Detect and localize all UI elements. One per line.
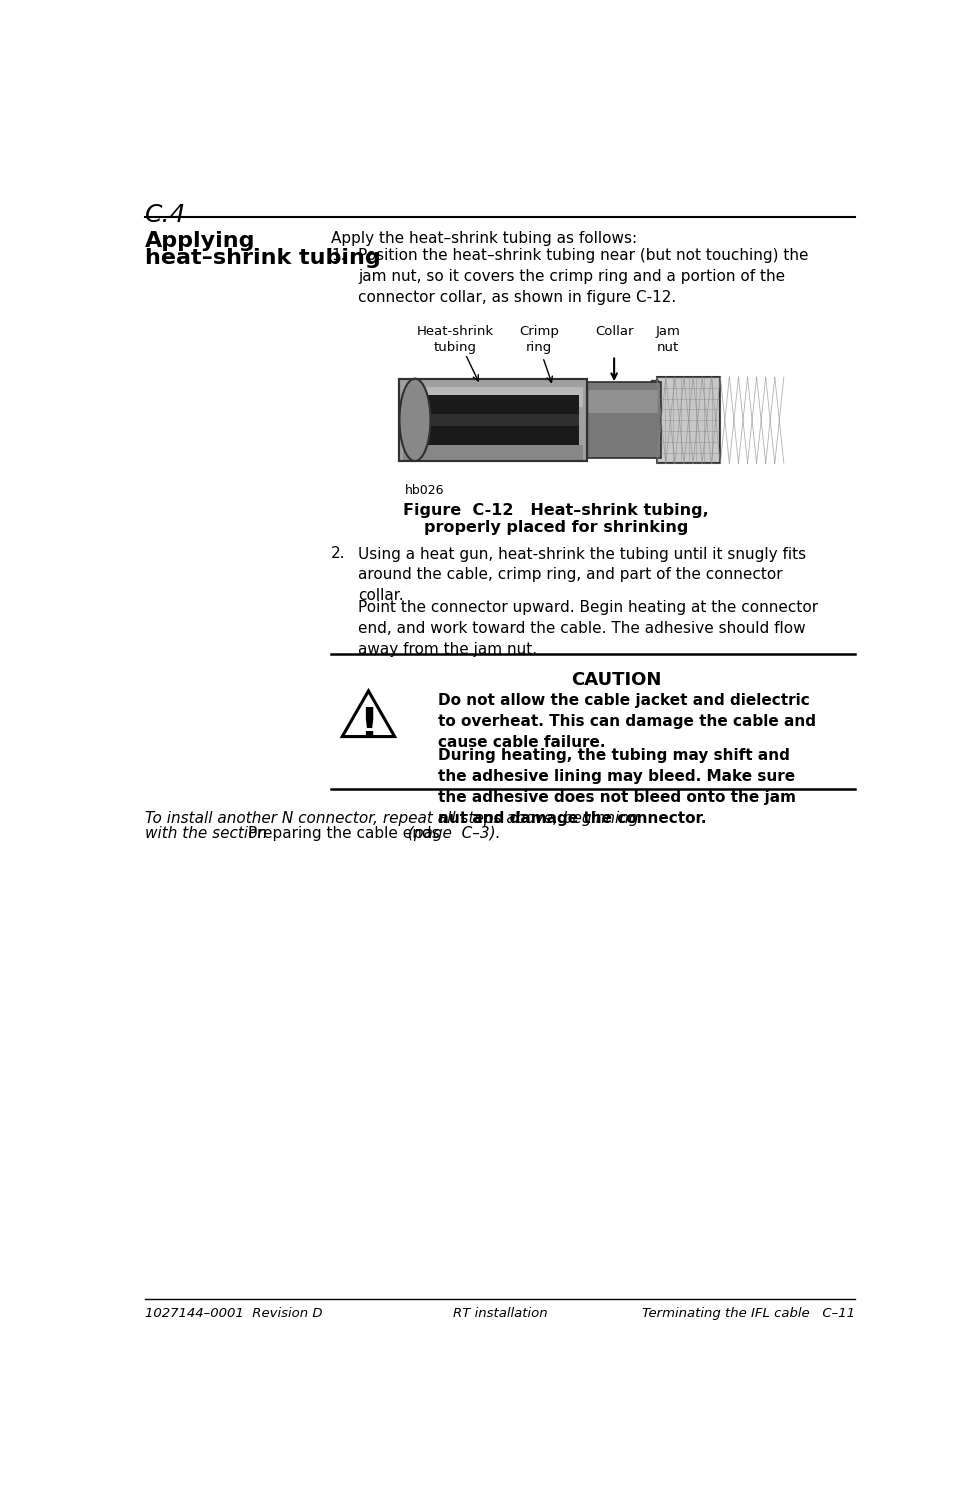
Bar: [549, 385, 555, 454]
Text: To install another N connector, repeat all steps above, beginning: To install another N connector, repeat a…: [145, 812, 638, 827]
Text: 2.: 2.: [331, 547, 346, 562]
Text: Collar: Collar: [595, 324, 633, 338]
Bar: [572, 385, 579, 454]
Bar: [533, 385, 587, 454]
Text: Using a heat gun, heat-shrink the tubing until it snugly fits
around the cable, : Using a heat gun, heat-shrink the tubing…: [358, 547, 806, 604]
Text: 1027144–0001  Revision D: 1027144–0001 Revision D: [145, 1307, 323, 1320]
Text: hb026: hb026: [405, 485, 444, 497]
Text: Terminating the IFL cable   C–11: Terminating the IFL cable C–11: [642, 1307, 855, 1320]
Text: Crimp
ring: Crimp ring: [519, 324, 559, 354]
Text: properly placed for shrinking: properly placed for shrinking: [424, 519, 688, 534]
Bar: [657, 378, 720, 464]
Bar: [556, 385, 563, 454]
Polygon shape: [343, 691, 394, 736]
Text: 1.: 1.: [331, 248, 346, 263]
Bar: [651, 381, 658, 457]
Text: !: !: [359, 705, 378, 746]
Bar: [403, 445, 583, 461]
Text: Jam
nut: Jam nut: [656, 324, 681, 354]
Bar: [657, 378, 720, 464]
Bar: [399, 379, 587, 461]
Text: CAUTION: CAUTION: [571, 671, 662, 690]
Text: Point the connector upward. Begin heating at the connector
end, and work toward : Point the connector upward. Begin heatin…: [358, 601, 819, 657]
Bar: [564, 385, 571, 454]
Text: heat–shrink tubing: heat–shrink tubing: [145, 248, 381, 268]
Text: Applying: Applying: [145, 230, 256, 251]
Text: Figure  C-12   Heat–shrink tubing,: Figure C-12 Heat–shrink tubing,: [403, 504, 709, 519]
Bar: [403, 387, 583, 407]
Text: Preparing the cable ends: Preparing the cable ends: [248, 825, 439, 842]
Text: C.4: C.4: [145, 204, 186, 228]
Text: Apply the heat–shrink tubing as follows:: Apply the heat–shrink tubing as follows:: [331, 230, 637, 245]
Text: RT installation: RT installation: [453, 1307, 548, 1320]
Bar: [533, 385, 540, 454]
Bar: [585, 382, 661, 458]
Text: Position the heat–shrink tubing near (but not touching) the
jam nut, so it cover: Position the heat–shrink tubing near (bu…: [358, 248, 809, 305]
Ellipse shape: [399, 379, 430, 461]
Bar: [587, 390, 658, 413]
Text: Heat-shrink
tubing: Heat-shrink tubing: [417, 324, 494, 354]
Bar: [415, 413, 579, 425]
Bar: [415, 396, 579, 445]
Bar: [579, 385, 587, 454]
Text: (page  C–3).: (page C–3).: [402, 825, 500, 842]
Bar: [541, 385, 548, 454]
Bar: [399, 379, 587, 461]
Text: Do not allow the cable jacket and dielectric
to overheat. This can damage the ca: Do not allow the cable jacket and dielec…: [438, 693, 816, 749]
Text: with the section: with the section: [145, 825, 272, 842]
Text: During heating, the tubing may shift and
the adhesive lining may bleed. Make sur: During heating, the tubing may shift and…: [438, 748, 796, 827]
